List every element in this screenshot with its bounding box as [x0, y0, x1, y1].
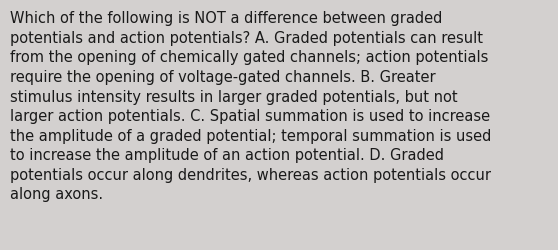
Text: Which of the following is NOT a difference between graded
potentials and action : Which of the following is NOT a differen… [10, 11, 492, 202]
